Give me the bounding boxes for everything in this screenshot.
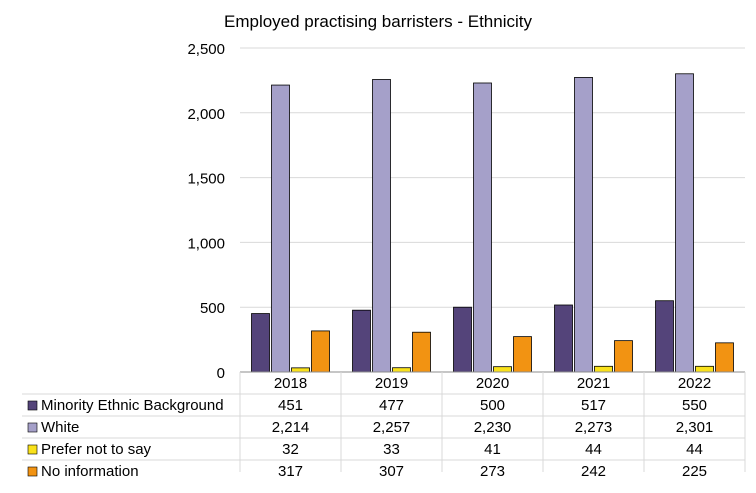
legend-label: Minority Ethnic Background [41, 397, 224, 414]
bar [493, 366, 512, 373]
y-tick-label: 2,500 [187, 41, 225, 58]
legend-label: No information [41, 463, 139, 480]
data-label: 2,230 [474, 419, 512, 436]
bar [614, 340, 633, 373]
data-label: 225 [682, 463, 707, 480]
bar [291, 367, 310, 373]
legend-swatch [27, 466, 38, 477]
data-label: 273 [480, 463, 505, 480]
data-label: 517 [581, 397, 606, 414]
bar [311, 330, 330, 373]
bar [594, 365, 613, 373]
data-label: 44 [686, 441, 703, 458]
legend-swatch [27, 422, 38, 433]
bar [251, 313, 270, 373]
y-tick-label: 1,000 [187, 235, 225, 252]
x-tick-label: 2022 [678, 375, 711, 392]
data-label: 44 [585, 441, 602, 458]
bar [655, 300, 674, 373]
bar [352, 309, 371, 373]
data-label: 2,301 [676, 419, 714, 436]
bar [715, 342, 734, 373]
bar [675, 73, 694, 373]
bar [271, 84, 290, 373]
data-label: 451 [278, 397, 303, 414]
bar [412, 331, 431, 373]
y-tick-label: 500 [200, 300, 225, 317]
x-axis: 2018 2019 2020 2021 2022 [240, 371, 745, 392]
bar [453, 306, 472, 373]
y-axis-ticks: 0 500 1,000 1,500 2,000 2,500 [187, 41, 225, 382]
x-tick-label: 2021 [577, 375, 610, 392]
data-label: 41 [484, 441, 501, 458]
data-label: 500 [480, 397, 505, 414]
bar [473, 82, 492, 373]
x-tick-label: 2020 [476, 375, 509, 392]
bar [392, 367, 411, 373]
data-label: 2,257 [373, 419, 411, 436]
y-tick-label: 0 [217, 365, 225, 382]
data-label: 317 [278, 463, 303, 480]
legend-label: White [41, 419, 79, 436]
data-label: 550 [682, 397, 707, 414]
y-tick-label: 2,000 [187, 106, 225, 123]
legend-swatch [27, 444, 38, 455]
data-label: 33 [383, 441, 400, 458]
data-label: 32 [282, 441, 299, 458]
legend-swatch [27, 400, 38, 411]
bar [554, 304, 573, 373]
gridlines [240, 47, 745, 308]
bar [372, 79, 391, 373]
data-label: 307 [379, 463, 404, 480]
x-tick-label: 2018 [274, 375, 307, 392]
data-label: 477 [379, 397, 404, 414]
bar [513, 336, 532, 373]
x-tick-label: 2019 [375, 375, 408, 392]
y-tick-label: 1,500 [187, 171, 225, 188]
legend-label: Prefer not to say [41, 441, 152, 458]
data-label: 2,214 [272, 419, 310, 436]
chart-title: Employed practising barristers - Ethnici… [224, 12, 533, 31]
bar [574, 77, 593, 373]
data-label: 242 [581, 463, 606, 480]
data-label: 2,273 [575, 419, 613, 436]
bars [251, 73, 734, 373]
data-table: Minority Ethnic Background 451 477 500 517 55… [22, 372, 746, 480]
bar [695, 365, 714, 373]
